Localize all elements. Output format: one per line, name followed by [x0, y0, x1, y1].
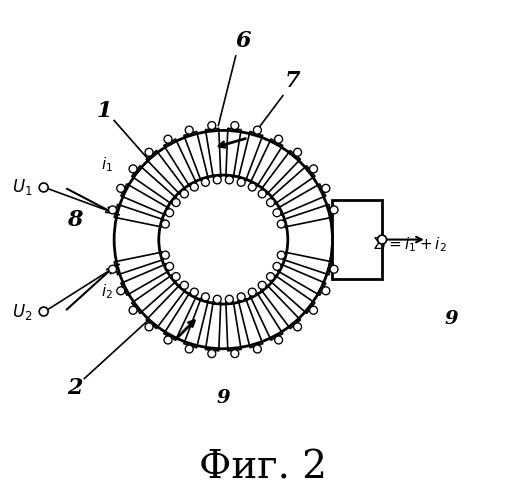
Circle shape — [310, 306, 318, 314]
Circle shape — [254, 345, 261, 353]
Circle shape — [201, 178, 209, 186]
Circle shape — [275, 336, 282, 344]
Text: $i_1$: $i_1$ — [100, 156, 113, 175]
Circle shape — [208, 350, 216, 358]
Text: $U_2$: $U_2$ — [12, 301, 32, 321]
Circle shape — [180, 281, 188, 289]
Text: $\Sigma i = i_1 + i_2$: $\Sigma i = i_1 + i_2$ — [372, 235, 447, 254]
Circle shape — [214, 295, 221, 303]
Circle shape — [237, 178, 245, 186]
Text: 6: 6 — [236, 30, 251, 52]
Circle shape — [161, 220, 169, 228]
Circle shape — [172, 272, 180, 280]
Circle shape — [164, 336, 172, 344]
Text: 9: 9 — [445, 310, 458, 328]
Circle shape — [208, 122, 216, 130]
Circle shape — [258, 190, 266, 198]
Circle shape — [180, 190, 188, 198]
Circle shape — [273, 209, 281, 217]
Circle shape — [258, 281, 266, 289]
Circle shape — [277, 220, 285, 228]
Circle shape — [39, 307, 48, 316]
Circle shape — [275, 135, 282, 143]
Circle shape — [117, 287, 125, 295]
Text: $U_1$: $U_1$ — [12, 178, 32, 198]
Circle shape — [39, 183, 48, 192]
Circle shape — [267, 199, 275, 207]
Circle shape — [254, 126, 261, 134]
Circle shape — [129, 165, 137, 173]
Circle shape — [145, 323, 153, 331]
Circle shape — [164, 135, 172, 143]
Text: $i_2$: $i_2$ — [101, 282, 113, 301]
Circle shape — [273, 262, 281, 270]
Circle shape — [248, 183, 256, 191]
Circle shape — [330, 206, 338, 214]
Circle shape — [185, 126, 193, 134]
Circle shape — [190, 288, 198, 296]
Circle shape — [201, 293, 209, 301]
Circle shape — [117, 185, 125, 192]
Text: 2: 2 — [67, 377, 82, 399]
Circle shape — [129, 306, 137, 314]
Circle shape — [172, 199, 180, 207]
Circle shape — [378, 235, 387, 244]
Circle shape — [108, 265, 117, 273]
Text: 8: 8 — [67, 209, 82, 231]
Circle shape — [322, 287, 330, 295]
Circle shape — [231, 122, 239, 130]
Circle shape — [294, 323, 301, 331]
Circle shape — [231, 350, 239, 358]
Circle shape — [237, 293, 245, 301]
Circle shape — [330, 265, 338, 273]
Text: Фиг. 2: Фиг. 2 — [199, 449, 327, 487]
Circle shape — [310, 165, 318, 173]
Circle shape — [214, 176, 221, 184]
Circle shape — [322, 185, 330, 192]
Circle shape — [108, 206, 117, 214]
Text: 9: 9 — [217, 389, 230, 407]
Circle shape — [161, 251, 169, 259]
Circle shape — [145, 148, 153, 156]
Circle shape — [190, 183, 198, 191]
Circle shape — [225, 295, 234, 303]
Circle shape — [267, 272, 275, 280]
Circle shape — [185, 345, 193, 353]
Circle shape — [277, 251, 285, 259]
Text: 7: 7 — [285, 70, 300, 92]
Text: 1: 1 — [96, 100, 112, 122]
Circle shape — [248, 288, 256, 296]
Circle shape — [294, 148, 301, 156]
Circle shape — [166, 262, 174, 270]
Circle shape — [166, 209, 174, 217]
Circle shape — [225, 176, 234, 184]
Bar — [332, 200, 382, 279]
